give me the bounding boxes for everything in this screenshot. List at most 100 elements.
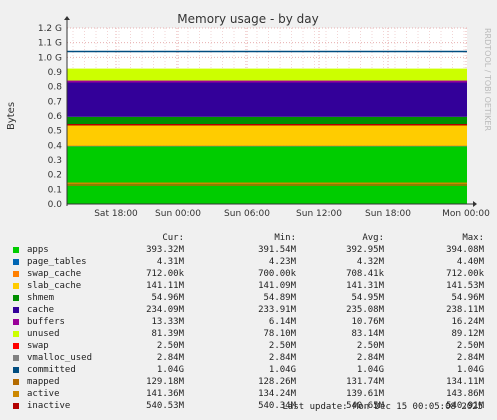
legend-name: inactive <box>27 401 71 411</box>
legend-swatch <box>13 283 19 289</box>
last-update: Last update: Mon Dec 15 00:05:08 2025 <box>282 402 483 412</box>
legend-swatch <box>13 367 19 373</box>
legend-min: 540.34M <box>258 401 296 411</box>
area-swap_cache <box>67 145 467 147</box>
legend-swatch <box>13 343 19 349</box>
legend-avg: 141.31M <box>346 281 384 291</box>
legend-max: 16.24M <box>451 317 484 327</box>
legend-row-mapped: mapped 129.18M 128.26M 131.74M 134.11M <box>0 376 497 388</box>
legend-cur: 4.31M <box>156 257 184 267</box>
y-tick-label: 0.0 <box>48 200 63 210</box>
legend-min: 2.50M <box>268 341 296 351</box>
legend-swatch <box>13 403 19 409</box>
legend-min: 134.24M <box>258 389 296 399</box>
legend-avg: 54.95M <box>351 293 384 303</box>
y-tick-label: 0.3 <box>48 156 62 166</box>
legend-name: slab_cache <box>27 281 82 291</box>
legend-min: 1.04G <box>268 365 296 375</box>
header-avg: Avg: <box>362 233 384 243</box>
legend-swatch <box>13 319 19 325</box>
legend-name: swap <box>27 341 49 351</box>
legend-min: 700.00k <box>258 269 296 279</box>
legend-max: 141.53M <box>446 281 484 291</box>
legend-name: mapped <box>27 377 60 387</box>
legend-avg: 10.76M <box>351 317 384 327</box>
legend-max: 1.04G <box>456 365 484 375</box>
y-tick-label: 1.1 G <box>38 39 62 49</box>
legend-swatch <box>13 379 19 385</box>
legend-max: 712.00k <box>446 269 484 279</box>
x-tick-label: Sun 12:00 <box>296 209 342 219</box>
legend-name: buffers <box>27 317 65 327</box>
legend-max: 89.12M <box>451 329 484 339</box>
memory-chart: Memory usage - by day Bytes RRDTOOL / TO… <box>6 12 492 219</box>
legend-avg: 4.32M <box>356 257 384 267</box>
legend-min: 54.89M <box>263 293 296 303</box>
y-tick-label: 0.4 <box>48 141 63 151</box>
x-tick-label: Sun 00:00 <box>155 209 201 219</box>
y-tick-label: 0.9 <box>48 68 63 78</box>
legend-min: 141.09M <box>258 281 296 291</box>
legend-row-slab_cache: slab_cache 141.11M 141.09M 141.31M 141.53M <box>0 280 497 292</box>
legend-cur: 712.00k <box>146 269 184 279</box>
y-tick-label: 0.6 <box>48 112 63 122</box>
area-slab_cache <box>67 124 467 146</box>
legend-avg: 83.14M <box>351 329 384 339</box>
legend-name: page_tables <box>27 257 87 267</box>
legend-min: 4.23M <box>268 257 296 267</box>
legend-avg: 2.84M <box>356 353 384 363</box>
legend-row-swap: swap 2.50M 2.50M 2.50M 2.50M <box>0 340 497 352</box>
legend-cur: 141.36M <box>146 389 184 399</box>
legend-avg: 131.74M <box>346 377 384 387</box>
y-tick-label: 0.5 <box>48 127 62 137</box>
legend-name: committed <box>27 365 76 375</box>
legend-name: cache <box>27 305 55 315</box>
legend-name: apps <box>27 245 49 255</box>
header-cur: Cur: <box>162 233 184 243</box>
legend-max: 2.50M <box>456 341 484 351</box>
legend-avg: 1.04G <box>356 365 384 375</box>
rrdtool-credit: RRDTOOL / TOBI OETIKER <box>483 28 492 131</box>
legend-max: 134.11M <box>446 377 484 387</box>
legend-name: active <box>27 389 60 399</box>
legend-avg: 2.50M <box>356 341 384 351</box>
legend-row-inactive: inactive 540.53M 540.34M 540.65M 540.91M <box>0 400 497 412</box>
legend-min: 391.54M <box>258 245 296 255</box>
legend-cur: 54.96M <box>151 293 184 303</box>
legend-row-apps: apps 393.32M 391.54M 392.95M 394.08M <box>0 244 497 256</box>
legend-max: 54.96M <box>451 293 484 303</box>
legend-header: Cur: Min: Avg: Max: <box>0 232 497 244</box>
legend-avg: 139.61M <box>346 389 384 399</box>
legend-max: 143.86M <box>446 389 484 399</box>
legend-cur: 234.09M <box>146 305 184 315</box>
legend-cur: 393.32M <box>146 245 184 255</box>
legend-max: 4.40M <box>456 257 484 267</box>
chart-title: Memory usage - by day <box>177 12 318 26</box>
legend-avg: 708.41k <box>346 269 384 279</box>
x-tick-label: Sun 18:00 <box>365 209 411 219</box>
legend-min: 233.91M <box>258 305 296 315</box>
legend-row-vmalloc_used: vmalloc_used 2.84M 2.84M 2.84M 2.84M <box>0 352 497 364</box>
y-tick-label: 0.1 <box>48 185 62 195</box>
y-tick-label: 1.2 G <box>38 24 62 34</box>
legend-cur: 141.11M <box>146 281 184 291</box>
legend-name: shmem <box>27 293 55 303</box>
legend-name: vmalloc_used <box>27 353 93 363</box>
legend-swatch <box>13 259 19 265</box>
x-axis-arrow <box>473 201 477 207</box>
legend-cur: 2.84M <box>156 353 184 363</box>
legend-avg: 392.95M <box>346 245 384 255</box>
area-buffers <box>67 80 467 83</box>
legend-min: 2.84M <box>268 353 296 363</box>
legend-swatch <box>13 247 19 253</box>
legend: Cur: Min: Avg: Max: apps 393.32M 391.54M 39… <box>0 232 497 412</box>
legend-row-unused: unused 81.39M 78.10M 83.14M 89.12M <box>0 328 497 340</box>
legend-cur: 13.33M <box>151 317 184 327</box>
y-tick-label: 0.8 <box>48 83 63 93</box>
legend-swatch <box>13 295 19 301</box>
y-axis-label: Bytes <box>6 102 17 130</box>
legend-name: unused <box>27 329 60 339</box>
legend-min: 128.26M <box>258 377 296 387</box>
legend-max: 540.91M <box>446 401 484 411</box>
legend-swatch <box>13 307 19 313</box>
